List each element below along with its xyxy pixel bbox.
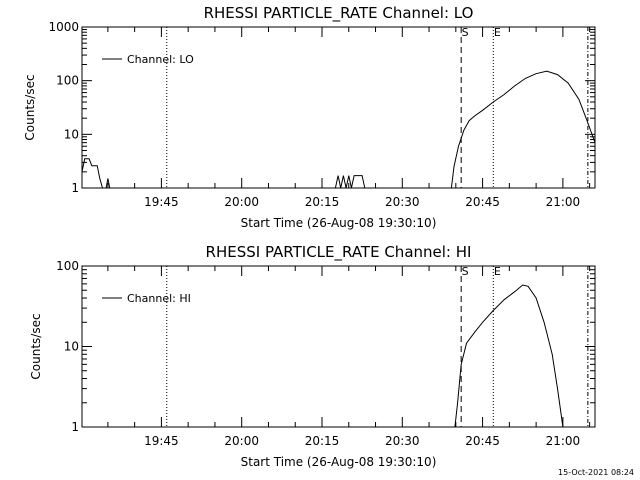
plot-frame	[81, 26, 596, 189]
x-axis-label: Start Time (26-Aug-08 19:30:10)	[241, 455, 437, 469]
x-tick-label: 21:00	[546, 195, 581, 209]
legend-label: Channel: LO	[127, 53, 194, 66]
footer-timestamp: 15-Oct-2021 08:24	[558, 468, 634, 477]
chart-panel-2: RHESSI PARTICLE_RATE Channel: HI 1 10 100 19…	[29, 243, 596, 469]
series-line	[82, 70, 595, 188]
x-tick-label: 20:15	[305, 195, 340, 209]
series-line	[454, 284, 564, 427]
x-tick-label: 20:45	[465, 195, 500, 209]
x-tick-label: 20:30	[385, 195, 420, 209]
x-tick-label: 21:00	[546, 434, 581, 448]
y-tick-label: 1	[71, 420, 79, 434]
y-tick-label: 100	[56, 74, 79, 88]
y-axis-label: Counts/sec	[23, 74, 37, 140]
chart-title: RHESSI PARTICLE_RATE Channel: LO	[204, 4, 474, 23]
y-tick-label: 1	[71, 181, 79, 195]
x-tick-label: 20:30	[385, 434, 420, 448]
y-axis-label: Counts/sec	[29, 313, 43, 379]
marker-label-e: E	[494, 26, 501, 39]
y-tick-label: 100	[56, 259, 79, 273]
x-tick-label: 20:00	[224, 195, 259, 209]
x-tick-label: 20:15	[305, 434, 340, 448]
chart-title: RHESSI PARTICLE_RATE Channel: HI	[206, 243, 472, 262]
x-tick-label: 19:45	[144, 434, 179, 448]
x-axis-label: Start Time (26-Aug-08 19:30:10)	[241, 216, 437, 230]
marker-label-s: S	[462, 265, 469, 278]
chart-panel-1: RHESSI PARTICLE_RATE Channel: LO 1 10 100 10…	[23, 4, 596, 230]
x-tick-label: 19:45	[144, 195, 179, 209]
y-tick-label: 1000	[48, 20, 79, 34]
y-tick-label: 10	[64, 340, 79, 354]
x-tick-label: 20:00	[224, 434, 259, 448]
marker-label-e: E	[494, 265, 501, 278]
plot-frame	[81, 265, 596, 428]
y-tick-label: 10	[64, 127, 79, 141]
legend-label: Channel: HI	[127, 292, 191, 305]
marker-label-s: S	[462, 26, 469, 39]
x-tick-label: 20:45	[465, 434, 500, 448]
